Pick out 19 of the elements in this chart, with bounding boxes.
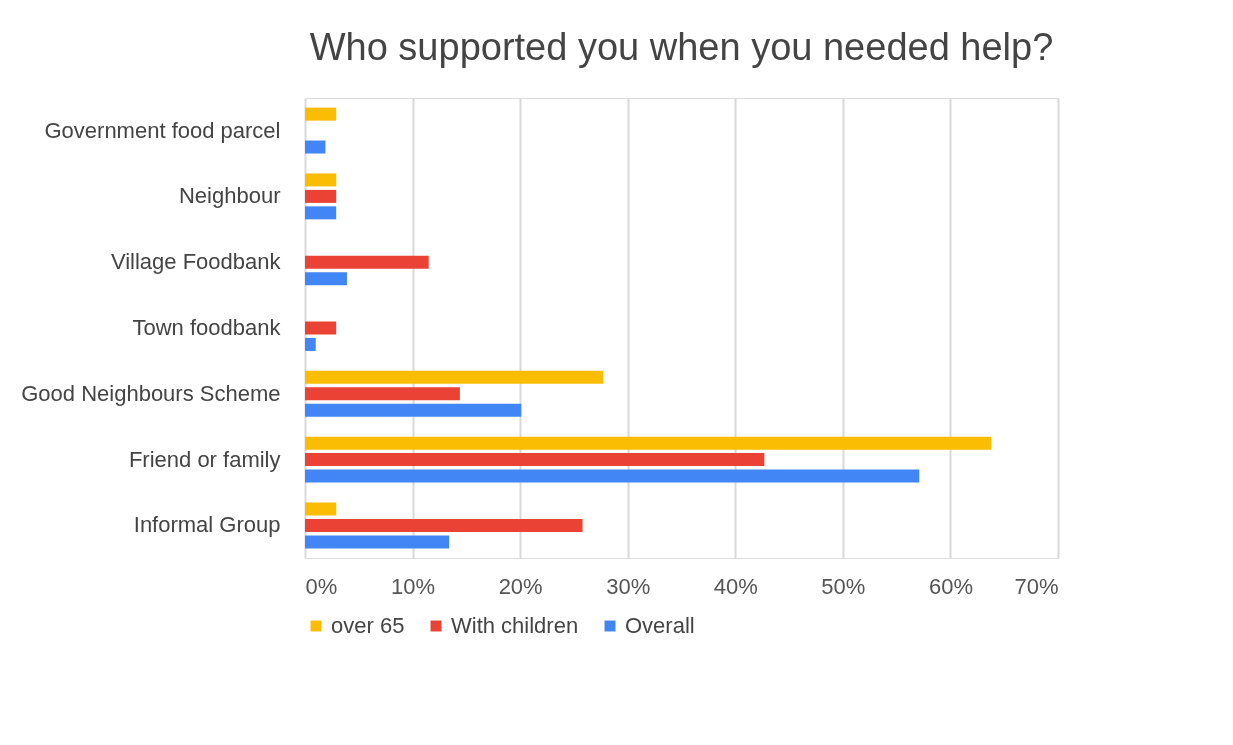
x-tick-label: 70% — [1014, 573, 1059, 599]
y-tick-label: Town foodbank — [132, 315, 282, 340]
legend-label: over 65 — [331, 613, 405, 638]
y-tick-label: Village Foodbank — [110, 249, 282, 275]
x-tick-label: 10% — [391, 573, 436, 599]
x-tick-label: 50% — [821, 573, 866, 599]
x-tick-label: 30% — [606, 573, 651, 599]
y-tick-label: Neighbour — [178, 183, 281, 209]
y-tick-label: Friend or family — [128, 446, 281, 472]
legend-label: Overall — [625, 613, 695, 638]
y-tick-label: Government food parcel — [44, 117, 281, 143]
legend-label: With children — [451, 613, 579, 638]
x-tick-label: 0% — [305, 573, 338, 599]
chart-title: Who supported you when you needed help? — [309, 26, 1054, 68]
x-tick-label: 20% — [498, 573, 543, 599]
y-tick-label: Good Neighbours Scheme — [21, 380, 281, 406]
x-tick-label: 40% — [713, 573, 758, 599]
x-tick-label: 60% — [928, 573, 973, 599]
y-tick-label: Informal Group — [133, 512, 281, 538]
